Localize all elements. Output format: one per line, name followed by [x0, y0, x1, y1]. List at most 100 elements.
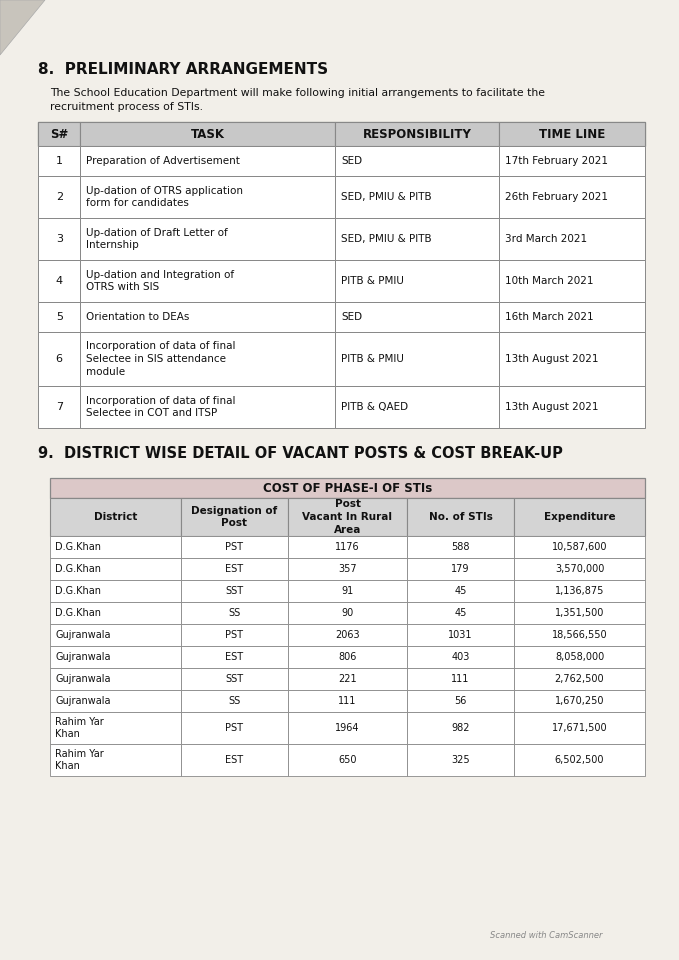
Text: 325: 325: [452, 755, 470, 765]
Text: SED: SED: [342, 156, 363, 166]
Bar: [407, 624, 514, 646]
Bar: [181, 744, 288, 776]
Text: SS: SS: [228, 696, 240, 706]
Bar: [50, 478, 645, 498]
Bar: [81, 332, 335, 386]
Bar: [407, 690, 514, 712]
Bar: [50, 602, 181, 624]
Bar: [514, 602, 645, 624]
Bar: [499, 260, 645, 302]
Text: 111: 111: [338, 696, 356, 706]
Bar: [514, 536, 645, 558]
Text: EST: EST: [225, 755, 244, 765]
Text: Up-dation of Draft Letter of
Internship: Up-dation of Draft Letter of Internship: [86, 228, 228, 251]
Bar: [38, 332, 81, 386]
Text: 8,058,000: 8,058,000: [555, 652, 604, 662]
Text: 1176: 1176: [335, 542, 360, 552]
Text: Up-dation of OTRS application
form for candidates: Up-dation of OTRS application form for c…: [86, 185, 244, 208]
Text: 1031: 1031: [448, 630, 473, 640]
Text: 5: 5: [56, 312, 62, 322]
Text: 10,587,600: 10,587,600: [552, 542, 607, 552]
Text: 111: 111: [452, 674, 470, 684]
Bar: [181, 498, 288, 536]
Bar: [407, 744, 514, 776]
Text: 2,762,500: 2,762,500: [555, 674, 604, 684]
Bar: [288, 558, 407, 580]
Text: D.G.Khan: D.G.Khan: [55, 586, 101, 596]
Bar: [181, 690, 288, 712]
Text: No. of STIs: No. of STIs: [428, 512, 492, 522]
Bar: [514, 668, 645, 690]
Bar: [288, 498, 407, 536]
Text: 17,671,500: 17,671,500: [552, 723, 607, 733]
Text: 403: 403: [452, 652, 470, 662]
Bar: [407, 602, 514, 624]
Text: 13th August 2021: 13th August 2021: [505, 402, 599, 412]
Bar: [514, 690, 645, 712]
Bar: [499, 302, 645, 332]
Text: 26th February 2021: 26th February 2021: [505, 192, 608, 202]
Text: TASK: TASK: [191, 128, 225, 140]
Text: 982: 982: [452, 723, 470, 733]
Bar: [335, 176, 499, 218]
Bar: [181, 536, 288, 558]
Bar: [50, 668, 181, 690]
Bar: [335, 302, 499, 332]
Bar: [181, 668, 288, 690]
Bar: [288, 646, 407, 668]
Bar: [407, 712, 514, 744]
Bar: [335, 260, 499, 302]
Bar: [50, 580, 181, 602]
Text: District: District: [94, 512, 137, 522]
Bar: [499, 146, 645, 176]
Bar: [50, 624, 181, 646]
Bar: [288, 712, 407, 744]
Text: 806: 806: [338, 652, 356, 662]
Text: The School Education Department will make following initial arrangements to faci: The School Education Department will mak…: [50, 88, 545, 112]
Text: 9.  DISTRICT WISE DETAIL OF VACANT POSTS & COST BREAK-UP: 9. DISTRICT WISE DETAIL OF VACANT POSTS …: [38, 446, 563, 461]
Bar: [288, 690, 407, 712]
Text: SED: SED: [342, 312, 363, 322]
Bar: [50, 536, 181, 558]
Bar: [335, 122, 499, 146]
Text: PST: PST: [225, 630, 244, 640]
Bar: [38, 146, 81, 176]
Bar: [288, 602, 407, 624]
Text: Gujranwala: Gujranwala: [55, 674, 111, 684]
Bar: [181, 712, 288, 744]
Bar: [288, 744, 407, 776]
Text: Gujranwala: Gujranwala: [55, 696, 111, 706]
Text: 2: 2: [56, 192, 62, 202]
Bar: [514, 744, 645, 776]
Bar: [514, 712, 645, 744]
Text: 45: 45: [454, 586, 466, 596]
Bar: [335, 332, 499, 386]
Text: TIME LINE: TIME LINE: [539, 128, 605, 140]
Bar: [38, 122, 81, 146]
Bar: [407, 536, 514, 558]
Bar: [81, 122, 335, 146]
Bar: [499, 332, 645, 386]
Text: Incorporation of data of final
Selectee in COT and ITSP: Incorporation of data of final Selectee …: [86, 396, 236, 419]
Bar: [514, 498, 645, 536]
Bar: [499, 176, 645, 218]
Text: 1,351,500: 1,351,500: [555, 608, 604, 618]
Text: D.G.Khan: D.G.Khan: [55, 564, 101, 574]
Text: 13th August 2021: 13th August 2021: [505, 354, 599, 364]
Bar: [38, 302, 81, 332]
Text: 650: 650: [338, 755, 356, 765]
Bar: [514, 646, 645, 668]
Text: Rahim Yar
Khan: Rahim Yar Khan: [55, 749, 104, 772]
Bar: [499, 218, 645, 260]
Bar: [181, 580, 288, 602]
Text: 588: 588: [452, 542, 470, 552]
Text: Expenditure: Expenditure: [544, 512, 615, 522]
Text: 179: 179: [452, 564, 470, 574]
Bar: [181, 602, 288, 624]
Text: Rahim Yar
Khan: Rahim Yar Khan: [55, 716, 104, 739]
Bar: [288, 580, 407, 602]
Bar: [50, 558, 181, 580]
Text: PST: PST: [225, 723, 244, 733]
Text: 1,670,250: 1,670,250: [555, 696, 604, 706]
Text: 4: 4: [56, 276, 62, 286]
